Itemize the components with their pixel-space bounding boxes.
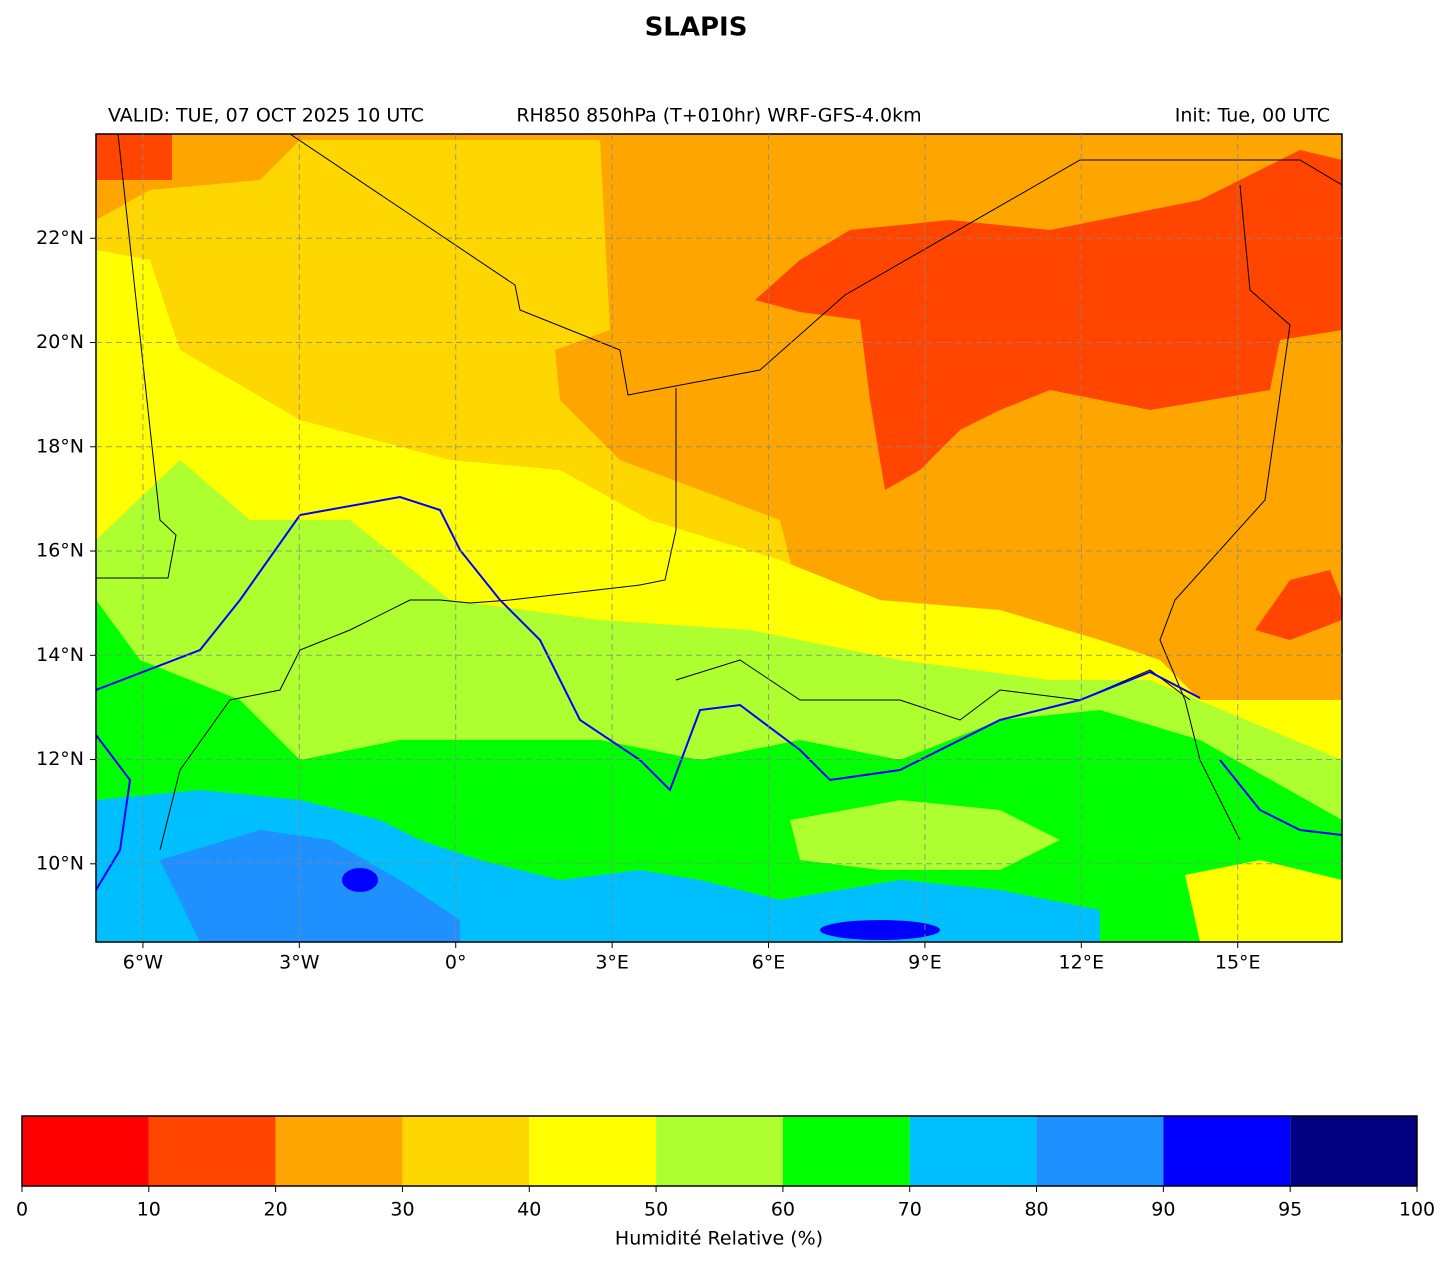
colorbar-tick-label: 60 <box>771 1199 795 1221</box>
title: SLAPIS <box>645 13 748 43</box>
colorbar-segment <box>1163 1116 1291 1186</box>
colorbar-segment <box>148 1116 276 1186</box>
y-tick-label: 20°N <box>36 331 84 353</box>
x-tick-label: 6°E <box>752 952 786 974</box>
colorbar-segment <box>1290 1116 1417 1186</box>
colorbar-tick-label: 0 <box>16 1199 28 1221</box>
x-tick-label: 6°W <box>123 952 164 974</box>
colorbar-tick-label: 10 <box>137 1199 161 1221</box>
subtitle-left: VALID: TUE, 07 OCT 2025 10 UTC <box>108 105 424 127</box>
colorbar-tick-label: 70 <box>898 1199 922 1221</box>
colorbar-segment <box>909 1116 1037 1186</box>
colorbar-label: Humidité Relative (%) <box>615 1228 823 1250</box>
humidity-field <box>96 134 1342 942</box>
x-tick-label: 3°E <box>595 952 629 974</box>
x-tick-label: 0° <box>445 952 467 974</box>
colorbar-tick-label: 90 <box>1151 1199 1175 1221</box>
x-tick-label: 15°E <box>1215 952 1261 974</box>
y-tick-label: 12°N <box>36 748 84 770</box>
colorbar-segment <box>402 1116 530 1186</box>
colorbar-tick-label: 30 <box>390 1199 414 1221</box>
colorbar-tick-label: 100 <box>1399 1199 1435 1221</box>
y-tick-label: 16°N <box>36 540 84 562</box>
y-tick-label: 10°N <box>36 852 84 874</box>
colorbar-tick-label: 50 <box>644 1199 668 1221</box>
x-tick-label: 9°E <box>908 952 942 974</box>
x-tick-label: 3°W <box>279 952 320 974</box>
subtitle-right: Init: Tue, 00 UTC <box>1175 105 1330 127</box>
x-tick-label: 12°E <box>1058 952 1104 974</box>
map-frame <box>95 133 1343 943</box>
y-tick-label: 22°N <box>36 227 84 249</box>
colorbar-segment <box>782 1116 910 1186</box>
colorbar-tick-label: 40 <box>517 1199 541 1221</box>
colorbar-segment <box>656 1116 783 1186</box>
colorbar-tick-label: 20 <box>264 1199 288 1221</box>
colorbar-segment <box>275 1116 403 1186</box>
subtitle-center: RH850 850hPa (T+010hr) WRF-GFS-4.0km <box>516 105 921 127</box>
colorbar-tick-label: 80 <box>1024 1199 1048 1221</box>
y-tick-label: 18°N <box>36 435 84 457</box>
colorbar-segment <box>22 1116 149 1186</box>
colorbar-frame <box>21 1115 1418 1187</box>
colorbar-tick-label: 95 <box>1278 1199 1302 1221</box>
colorbar-segment <box>1036 1116 1164 1186</box>
y-tick-label: 14°N <box>36 644 84 666</box>
colorbar-segment <box>529 1116 657 1186</box>
